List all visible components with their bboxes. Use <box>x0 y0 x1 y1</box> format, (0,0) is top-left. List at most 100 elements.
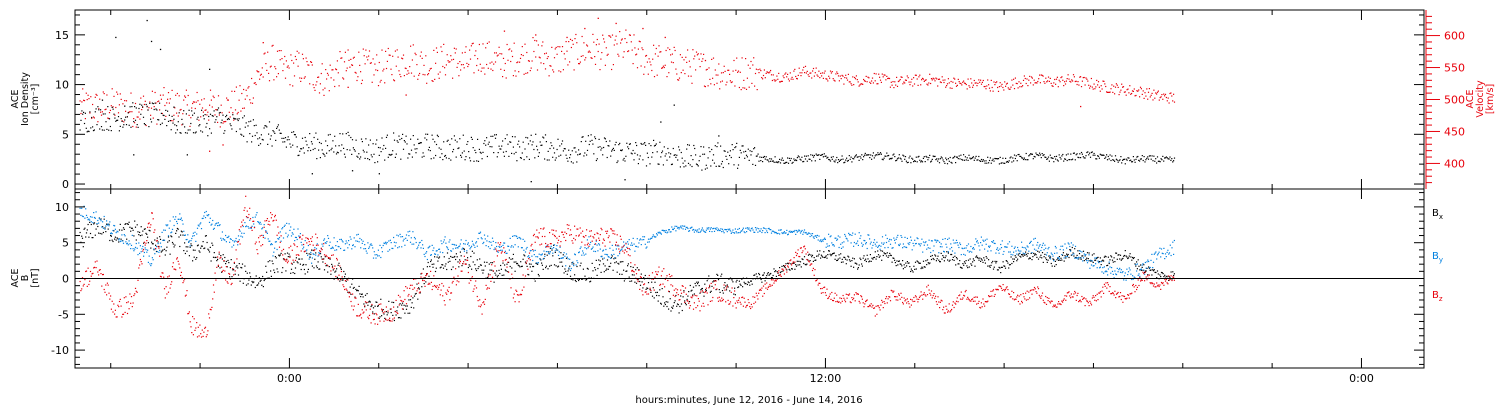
data-point <box>202 115 204 117</box>
data-point <box>686 298 688 300</box>
data-point <box>1056 259 1058 261</box>
data-point <box>689 284 691 287</box>
data-point <box>1031 153 1033 155</box>
data-point <box>566 36 568 39</box>
data-point <box>566 256 568 258</box>
data-point <box>552 252 554 254</box>
data-point <box>696 281 698 283</box>
data-point <box>129 243 131 245</box>
data-point <box>959 266 962 268</box>
data-point <box>289 84 291 86</box>
data-point <box>962 263 964 265</box>
data-point <box>1092 154 1094 156</box>
data-point <box>230 259 232 261</box>
data-point <box>519 57 522 59</box>
data-point <box>536 262 538 264</box>
data-point <box>137 254 139 256</box>
data-point <box>692 228 695 231</box>
data-point <box>410 237 412 239</box>
data-point <box>778 229 780 231</box>
data-point <box>312 148 314 151</box>
data-point <box>966 88 968 90</box>
data-point <box>184 252 186 255</box>
data-point <box>223 132 225 134</box>
data-point <box>213 252 215 254</box>
data-point <box>94 217 96 219</box>
data-point <box>632 63 634 65</box>
data-point <box>518 71 520 73</box>
data-point <box>731 279 733 281</box>
data-point <box>841 74 843 76</box>
data-point <box>105 108 107 110</box>
data-point <box>301 148 303 150</box>
data-point <box>680 72 682 74</box>
data-point <box>621 248 623 250</box>
data-point <box>104 113 106 115</box>
data-point <box>556 249 558 251</box>
data-point <box>294 272 296 275</box>
data-point <box>360 247 362 249</box>
data-point <box>196 227 199 229</box>
data-point <box>263 127 265 129</box>
data-point <box>646 152 648 154</box>
data-point <box>416 148 418 150</box>
data-point <box>1167 158 1169 160</box>
data-point <box>406 239 408 241</box>
data-point <box>89 219 91 221</box>
data-point <box>586 239 588 241</box>
data-point <box>115 36 117 39</box>
data-point <box>338 262 340 264</box>
data-point <box>1047 156 1050 158</box>
data-point <box>783 77 785 79</box>
data-point <box>137 126 139 128</box>
data-point <box>459 243 461 245</box>
data-point <box>144 247 146 249</box>
data-point <box>377 85 380 87</box>
data-point <box>772 230 774 232</box>
data-point <box>79 207 81 209</box>
data-point <box>304 136 306 139</box>
data-point <box>733 164 735 166</box>
data-point <box>1109 259 1111 261</box>
data-point <box>610 257 612 259</box>
data-point <box>767 159 769 161</box>
data-point <box>1023 75 1025 77</box>
series-velocity <box>79 17 1176 152</box>
data-point <box>307 150 309 152</box>
data-point <box>103 218 105 220</box>
data-point <box>756 155 758 157</box>
data-point <box>503 69 505 71</box>
data-point <box>769 158 771 160</box>
data-point <box>871 77 874 79</box>
data-point <box>845 159 847 161</box>
data-point <box>395 65 397 67</box>
data-point <box>705 229 707 231</box>
data-point <box>975 82 977 84</box>
data-point <box>1066 78 1068 80</box>
data-point <box>865 154 867 156</box>
data-point <box>528 255 530 257</box>
data-point <box>690 75 692 77</box>
data-point <box>173 118 175 120</box>
data-point <box>125 110 127 112</box>
data-point <box>684 73 686 75</box>
data-point <box>894 156 896 158</box>
data-point <box>398 135 400 137</box>
data-point <box>98 232 100 234</box>
data-point <box>407 312 409 314</box>
data-point <box>1022 79 1025 81</box>
data-point <box>508 261 510 263</box>
data-point <box>266 231 268 233</box>
data-point <box>657 231 659 233</box>
data-point <box>900 76 902 78</box>
data-point <box>209 150 211 152</box>
data-point <box>421 286 423 288</box>
data-point <box>305 264 307 266</box>
data-point <box>931 158 933 160</box>
data-point <box>1102 154 1104 156</box>
data-point <box>402 133 404 135</box>
data-point <box>364 157 366 159</box>
data-point <box>1063 260 1065 262</box>
data-point <box>658 45 660 47</box>
data-point <box>567 258 569 260</box>
